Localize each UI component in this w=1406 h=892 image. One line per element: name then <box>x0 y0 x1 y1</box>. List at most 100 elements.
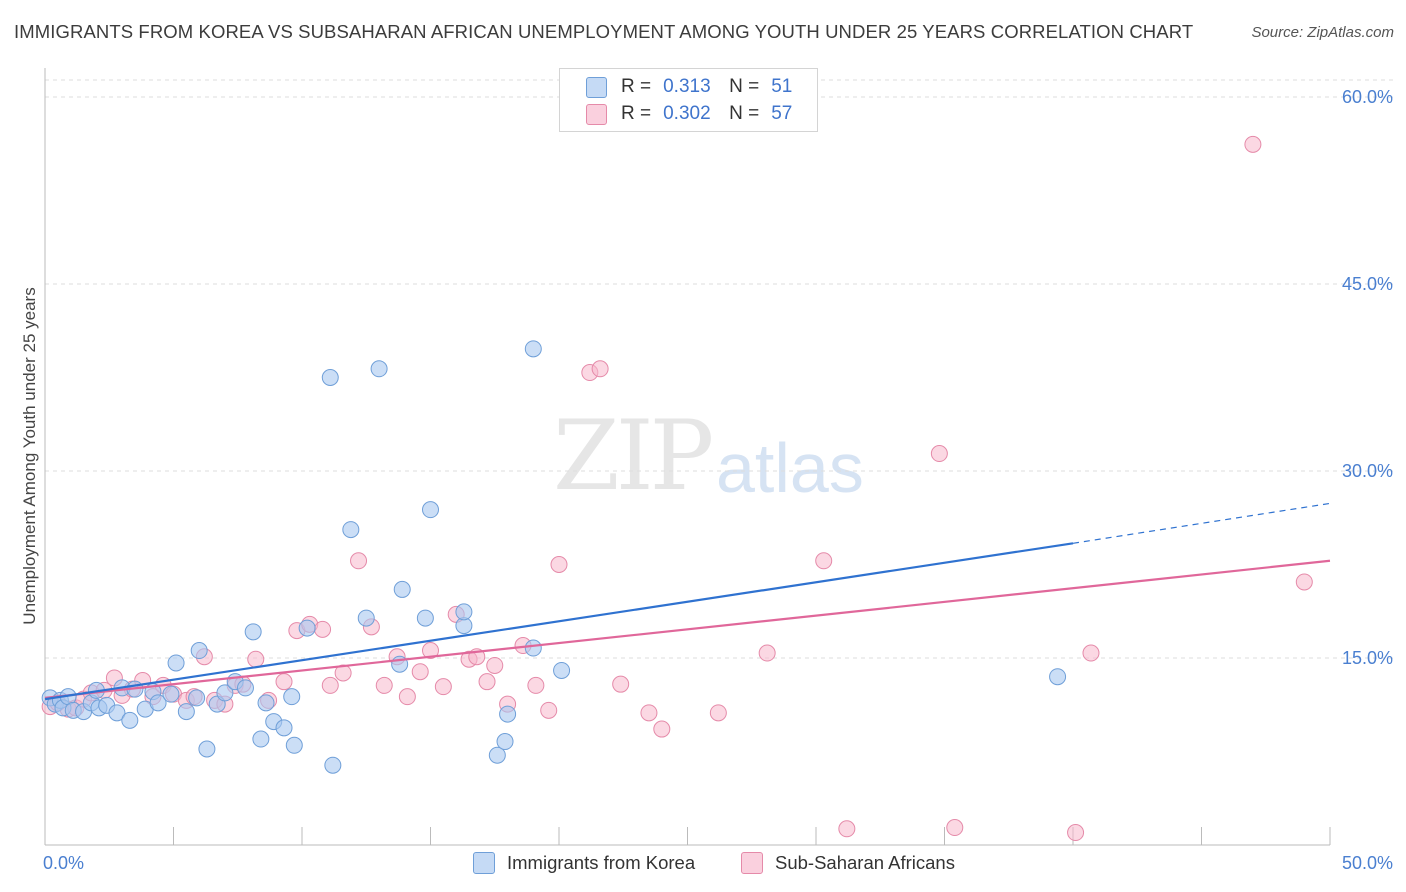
axes <box>44 68 1331 846</box>
data-point-sub-saharan <box>334 664 352 682</box>
data-point-sub-saharan <box>422 642 439 660</box>
legend-swatch-korea <box>586 76 607 98</box>
data-point-korea <box>190 642 208 660</box>
legend-n-label: N = <box>729 103 760 124</box>
data-point-korea <box>216 684 234 702</box>
data-point-korea <box>370 360 388 378</box>
data-point-korea <box>324 756 342 774</box>
data-point-korea <box>275 719 293 737</box>
data-point-korea <box>108 704 126 722</box>
x-tick-label: 0.0% <box>43 853 84 873</box>
data-point-korea <box>236 679 254 697</box>
bottom-legend-label-africa: Sub-Saharan Africans <box>775 852 955 873</box>
data-point-korea <box>393 580 411 598</box>
trend-line-korea <box>44 542 1074 701</box>
data-point-korea <box>422 501 439 519</box>
data-point-sub-saharan <box>591 360 609 378</box>
data-point-sub-saharan <box>486 656 504 674</box>
data-point-korea <box>499 705 517 723</box>
data-point-korea <box>357 609 375 627</box>
data-point-korea <box>321 369 339 386</box>
data-point-sub-saharan <box>930 445 948 463</box>
data-point-korea <box>177 703 195 721</box>
data-point-korea <box>167 654 185 672</box>
data-point-sub-saharan <box>411 663 429 681</box>
trend-line-sub-saharan <box>44 559 1331 699</box>
watermark-atlas: atlas <box>716 429 864 507</box>
legend-r-value: 0.313 <box>663 76 711 97</box>
data-point-sub-saharan <box>434 678 452 696</box>
legend-n-value: 51 <box>771 76 793 97</box>
data-point-korea <box>455 603 473 621</box>
data-point-sub-saharan <box>478 673 496 691</box>
legend-r-value: 0.302 <box>663 103 711 124</box>
source-label: Source: ZipAtlas.com <box>1251 24 1394 41</box>
legend-swatch-africa <box>586 103 607 125</box>
data-point-sub-saharan <box>527 676 545 694</box>
bottom-legend-label-korea: Immigrants from Korea <box>507 852 696 873</box>
bottom-legend-africa: Sub-Saharan Africans <box>741 852 955 874</box>
y-tick-label: 15.0% <box>1342 648 1393 668</box>
bottom-legend-korea: Immigrants from Korea <box>473 852 695 874</box>
data-point-sub-saharan <box>640 704 658 722</box>
data-point-sub-saharan <box>815 552 833 570</box>
data-point-sub-saharan <box>314 620 332 638</box>
bottom-legend-swatch-africa <box>741 852 763 874</box>
data-point-korea <box>198 740 216 758</box>
data-point-korea <box>285 736 303 754</box>
data-point-korea <box>553 661 571 679</box>
data-point-sub-saharan <box>1295 573 1313 591</box>
trend-line-korea-extension <box>1072 502 1331 544</box>
data-point-korea <box>416 609 434 627</box>
watermark-zip: ZIP <box>553 400 714 512</box>
data-point-korea <box>488 746 506 764</box>
legend-row-africa: R = 0.302 N = 57 <box>586 101 792 127</box>
tick-labels: 15.0% 30.0% 45.0% 60.0% 0.0% 50.0% <box>43 87 1393 873</box>
data-point-sub-saharan <box>1244 135 1262 153</box>
trend-lines <box>44 502 1331 701</box>
series-immigrants-from-korea <box>41 340 1067 774</box>
data-point-sub-saharan <box>375 676 393 694</box>
data-point-korea <box>524 340 542 358</box>
data-point-sub-saharan <box>350 552 368 570</box>
data-point-sub-saharan <box>550 556 568 573</box>
data-point-sub-saharan <box>1082 644 1100 662</box>
y-tick-label: 60.0% <box>1342 87 1393 107</box>
grid-lines <box>45 79 1395 659</box>
legend-row-korea: R = 0.313 N = 51 <box>586 74 792 100</box>
data-point-korea <box>252 730 270 748</box>
data-point-korea <box>283 688 301 706</box>
data-point-korea <box>162 685 180 703</box>
data-point-sub-saharan <box>653 720 671 738</box>
data-point-sub-saharan <box>758 644 776 662</box>
legend: R = 0.313 N = 51 R = 0.302 N = 57 <box>559 68 818 132</box>
legend-n-label: N = <box>729 76 760 97</box>
data-point-sub-saharan <box>247 650 265 668</box>
data-point-sub-saharan <box>321 676 339 694</box>
legend-r-label: R = <box>621 76 652 97</box>
data-point-korea <box>188 689 206 707</box>
y-tick-label: 30.0% <box>1342 461 1393 481</box>
data-point-korea <box>257 694 275 712</box>
data-point-korea <box>298 619 316 637</box>
data-point-sub-saharan <box>398 688 416 706</box>
data-point-korea <box>121 711 139 729</box>
data-point-sub-saharan <box>540 701 558 719</box>
data-point-sub-saharan <box>838 820 856 838</box>
x-tick-label: 50.0% <box>1342 853 1393 873</box>
data-point-korea <box>244 623 262 641</box>
chart-title: IMMIGRANTS FROM KOREA VS SUBSAHARAN AFRI… <box>14 21 1194 42</box>
data-point-korea <box>149 694 167 712</box>
series-sub-saharan-africans <box>41 135 1313 842</box>
y-tick-label: 45.0% <box>1342 274 1393 294</box>
data-point-korea <box>496 733 514 751</box>
legend-n-value: 57 <box>771 103 793 124</box>
data-point-korea <box>1049 668 1067 686</box>
data-point-sub-saharan <box>612 675 630 693</box>
data-point-sub-saharan <box>275 673 293 691</box>
bottom-legend-swatch-korea <box>473 852 495 874</box>
data-point-korea <box>342 521 360 539</box>
y-axis-label: Unemployment Among Youth under 25 years <box>20 287 39 624</box>
data-point-sub-saharan <box>946 819 964 837</box>
